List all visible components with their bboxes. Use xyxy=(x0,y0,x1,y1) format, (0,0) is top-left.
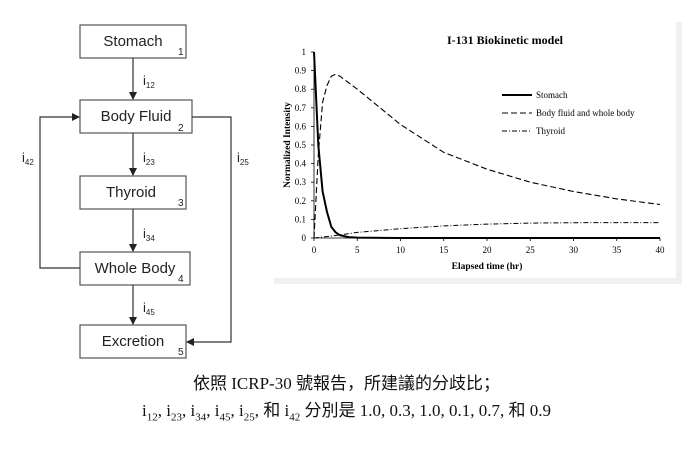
y-tick-label: 0.6 xyxy=(295,121,307,131)
legend-label-2: Body fluid and whole body xyxy=(536,108,635,118)
caption-text-part: , i xyxy=(157,401,172,420)
x-axis-ticks: 0 5 10 15 20 25 30 35 40 xyxy=(312,238,665,255)
box-whole-body-number: 4 xyxy=(178,274,184,285)
chart-background xyxy=(268,16,676,278)
box-thyroid-label: Thyroid xyxy=(106,184,156,201)
rate-label-i23: i23 xyxy=(143,150,155,167)
box-whole-body: Whole Body 4 xyxy=(79,251,191,286)
box-body-fluid: Body Fluid 2 xyxy=(79,99,193,134)
rate-label-i42: i42 xyxy=(22,150,34,167)
y-tick-label: 0.3 xyxy=(295,177,307,187)
x-axis-title: Elapsed time (hr) xyxy=(452,261,523,272)
caption-subscript: 34 xyxy=(195,411,207,424)
box-thyroid-number: 3 xyxy=(178,198,184,209)
box-excretion: Excretion 5 xyxy=(79,324,187,359)
y-tick-label: 1 xyxy=(302,47,307,57)
legend-label-1: Stomach xyxy=(536,90,568,100)
chart-title: I-131 Biokinetic model xyxy=(447,33,564,47)
rate-label-i12: i12 xyxy=(143,73,155,90)
caption-text-part: , i xyxy=(230,401,244,420)
x-tick-label: 10 xyxy=(396,245,406,255)
caption-line-1: 依照 ICRP-30 號報告，所建議的分歧比； xyxy=(193,374,500,393)
x-tick-label: 15 xyxy=(439,245,449,255)
y-tick-label: 0.7 xyxy=(295,103,307,113)
caption-subscript: 42 xyxy=(289,411,301,424)
caption-subscript: 45 xyxy=(219,411,231,424)
box-stomach-number: 1 xyxy=(178,47,184,58)
x-tick-label: 35 xyxy=(612,245,622,255)
box-thyroid: Thyroid 3 xyxy=(79,175,187,210)
rate-label-i45: i45 xyxy=(143,300,155,317)
y-tick-label: 0.2 xyxy=(295,196,306,206)
arrow-whole-body-to-body-fluid xyxy=(39,113,80,269)
y-tick-label: 0.8 xyxy=(295,84,307,94)
caption-text-part: i xyxy=(142,401,147,420)
compartment-diagram: Stomach 1 Body Fluid 2 Thyroid 3 Whole B… xyxy=(22,24,249,359)
box-stomach: Stomach 1 xyxy=(79,24,187,59)
y-tick-label: 0.4 xyxy=(295,159,307,169)
legend-label-3: Thyroid xyxy=(536,126,565,136)
rate-label-i34: i34 xyxy=(143,226,155,243)
box-body-fluid-number: 2 xyxy=(178,123,184,134)
x-tick-label: 5 xyxy=(355,245,360,255)
x-tick-label: 30 xyxy=(569,245,579,255)
box-excretion-number: 5 xyxy=(178,347,184,358)
box-stomach-label: Stomach xyxy=(103,33,162,50)
caption-subscript: 25 xyxy=(243,411,255,424)
x-tick-label: 0 xyxy=(312,245,317,255)
x-tick-label: 40 xyxy=(656,245,666,255)
caption-text-part: , i xyxy=(206,401,220,420)
y-tick-label: 0.1 xyxy=(295,214,306,224)
series-line-3 xyxy=(313,222,660,239)
series-line-1 xyxy=(313,51,660,239)
box-excretion-label: Excretion xyxy=(102,333,165,350)
arrow-body-fluid-to-excretion xyxy=(186,116,232,346)
caption-subscript: 12 xyxy=(146,411,158,424)
x-tick-label: 25 xyxy=(526,245,536,255)
box-whole-body-label: Whole Body xyxy=(95,260,176,277)
series-line-2 xyxy=(313,73,661,239)
caption-text-part: , 和 i xyxy=(254,401,290,420)
caption-subscript: 23 xyxy=(171,411,183,424)
box-body-fluid-label: Body Fluid xyxy=(101,108,172,125)
series-layer xyxy=(313,51,661,239)
caption-text-part: , i xyxy=(182,401,196,420)
y-tick-label: 0.5 xyxy=(295,140,307,150)
y-tick-label: 0 xyxy=(302,233,307,243)
caption-line-2: i12, i23, i34, i45, i25, 和 i42 分別是 1.0, … xyxy=(0,396,693,423)
x-tick-label: 20 xyxy=(483,245,493,255)
biokinetic-chart: I-131 Biokinetic model Normalized Intens… xyxy=(268,16,682,284)
y-tick-label: 0.9 xyxy=(295,66,307,76)
caption-text-part: 分別是 1.0, 0.3, 1.0, 0.1, 0.7, 和 0.9 xyxy=(300,401,551,420)
y-axis-title: Normalized Intensity xyxy=(283,102,293,188)
chart-legend: Stomach Body fluid and whole body Thyroid xyxy=(502,90,635,136)
rate-label-i25: i25 xyxy=(237,150,249,167)
y-axis-ticks: 0 0.1 0.2 0.3 0.4 0.5 0.6 0.7 0.8 0.9 1 xyxy=(295,47,314,243)
